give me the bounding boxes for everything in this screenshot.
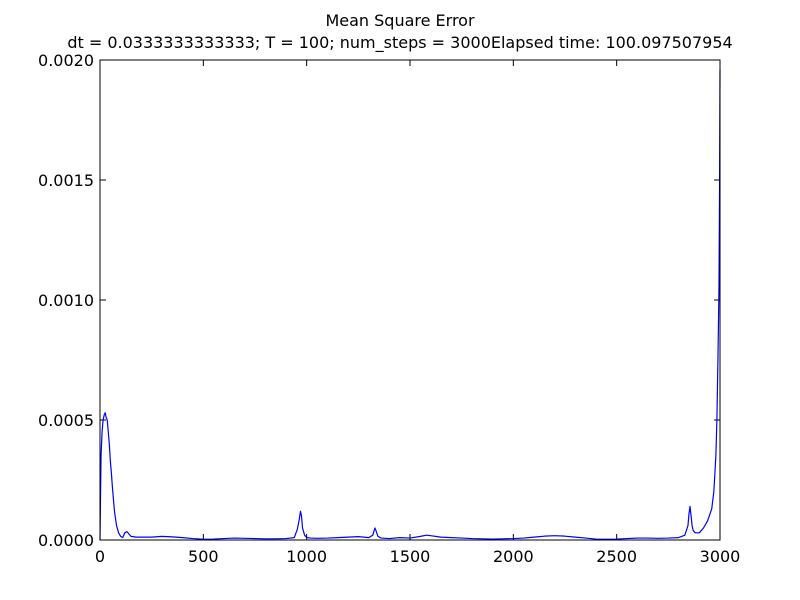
x-tick-label: 0 — [95, 547, 105, 566]
chart-title: Mean Square Error — [325, 11, 475, 30]
x-tick-label: 3000 — [700, 547, 741, 566]
x-tick-label: 2000 — [493, 547, 534, 566]
x-tick-label: 2500 — [596, 547, 637, 566]
x-tick-label: 1000 — [286, 547, 327, 566]
y-tick-label: 0.0000 — [38, 531, 94, 550]
ticks-layer: 0 500 1000 1500 2000 2500 3000 0.0000 0.0005 0.00… — [38, 51, 740, 566]
x-tick-label: 500 — [188, 547, 219, 566]
y-tick-label: 0.0020 — [38, 51, 94, 70]
series-line — [99, 69, 721, 541]
chart-subtitle: dt = 0.0333333333333; T = 100; num_steps… — [67, 33, 732, 53]
y-tick-label: 0.0005 — [38, 411, 94, 430]
plot-frame — [99, 59, 721, 541]
y-tick-label: 0.0010 — [38, 291, 94, 310]
series-layer — [99, 69, 721, 541]
y-tick-label: 0.0015 — [38, 171, 94, 190]
x-tick-label: 1500 — [390, 547, 431, 566]
